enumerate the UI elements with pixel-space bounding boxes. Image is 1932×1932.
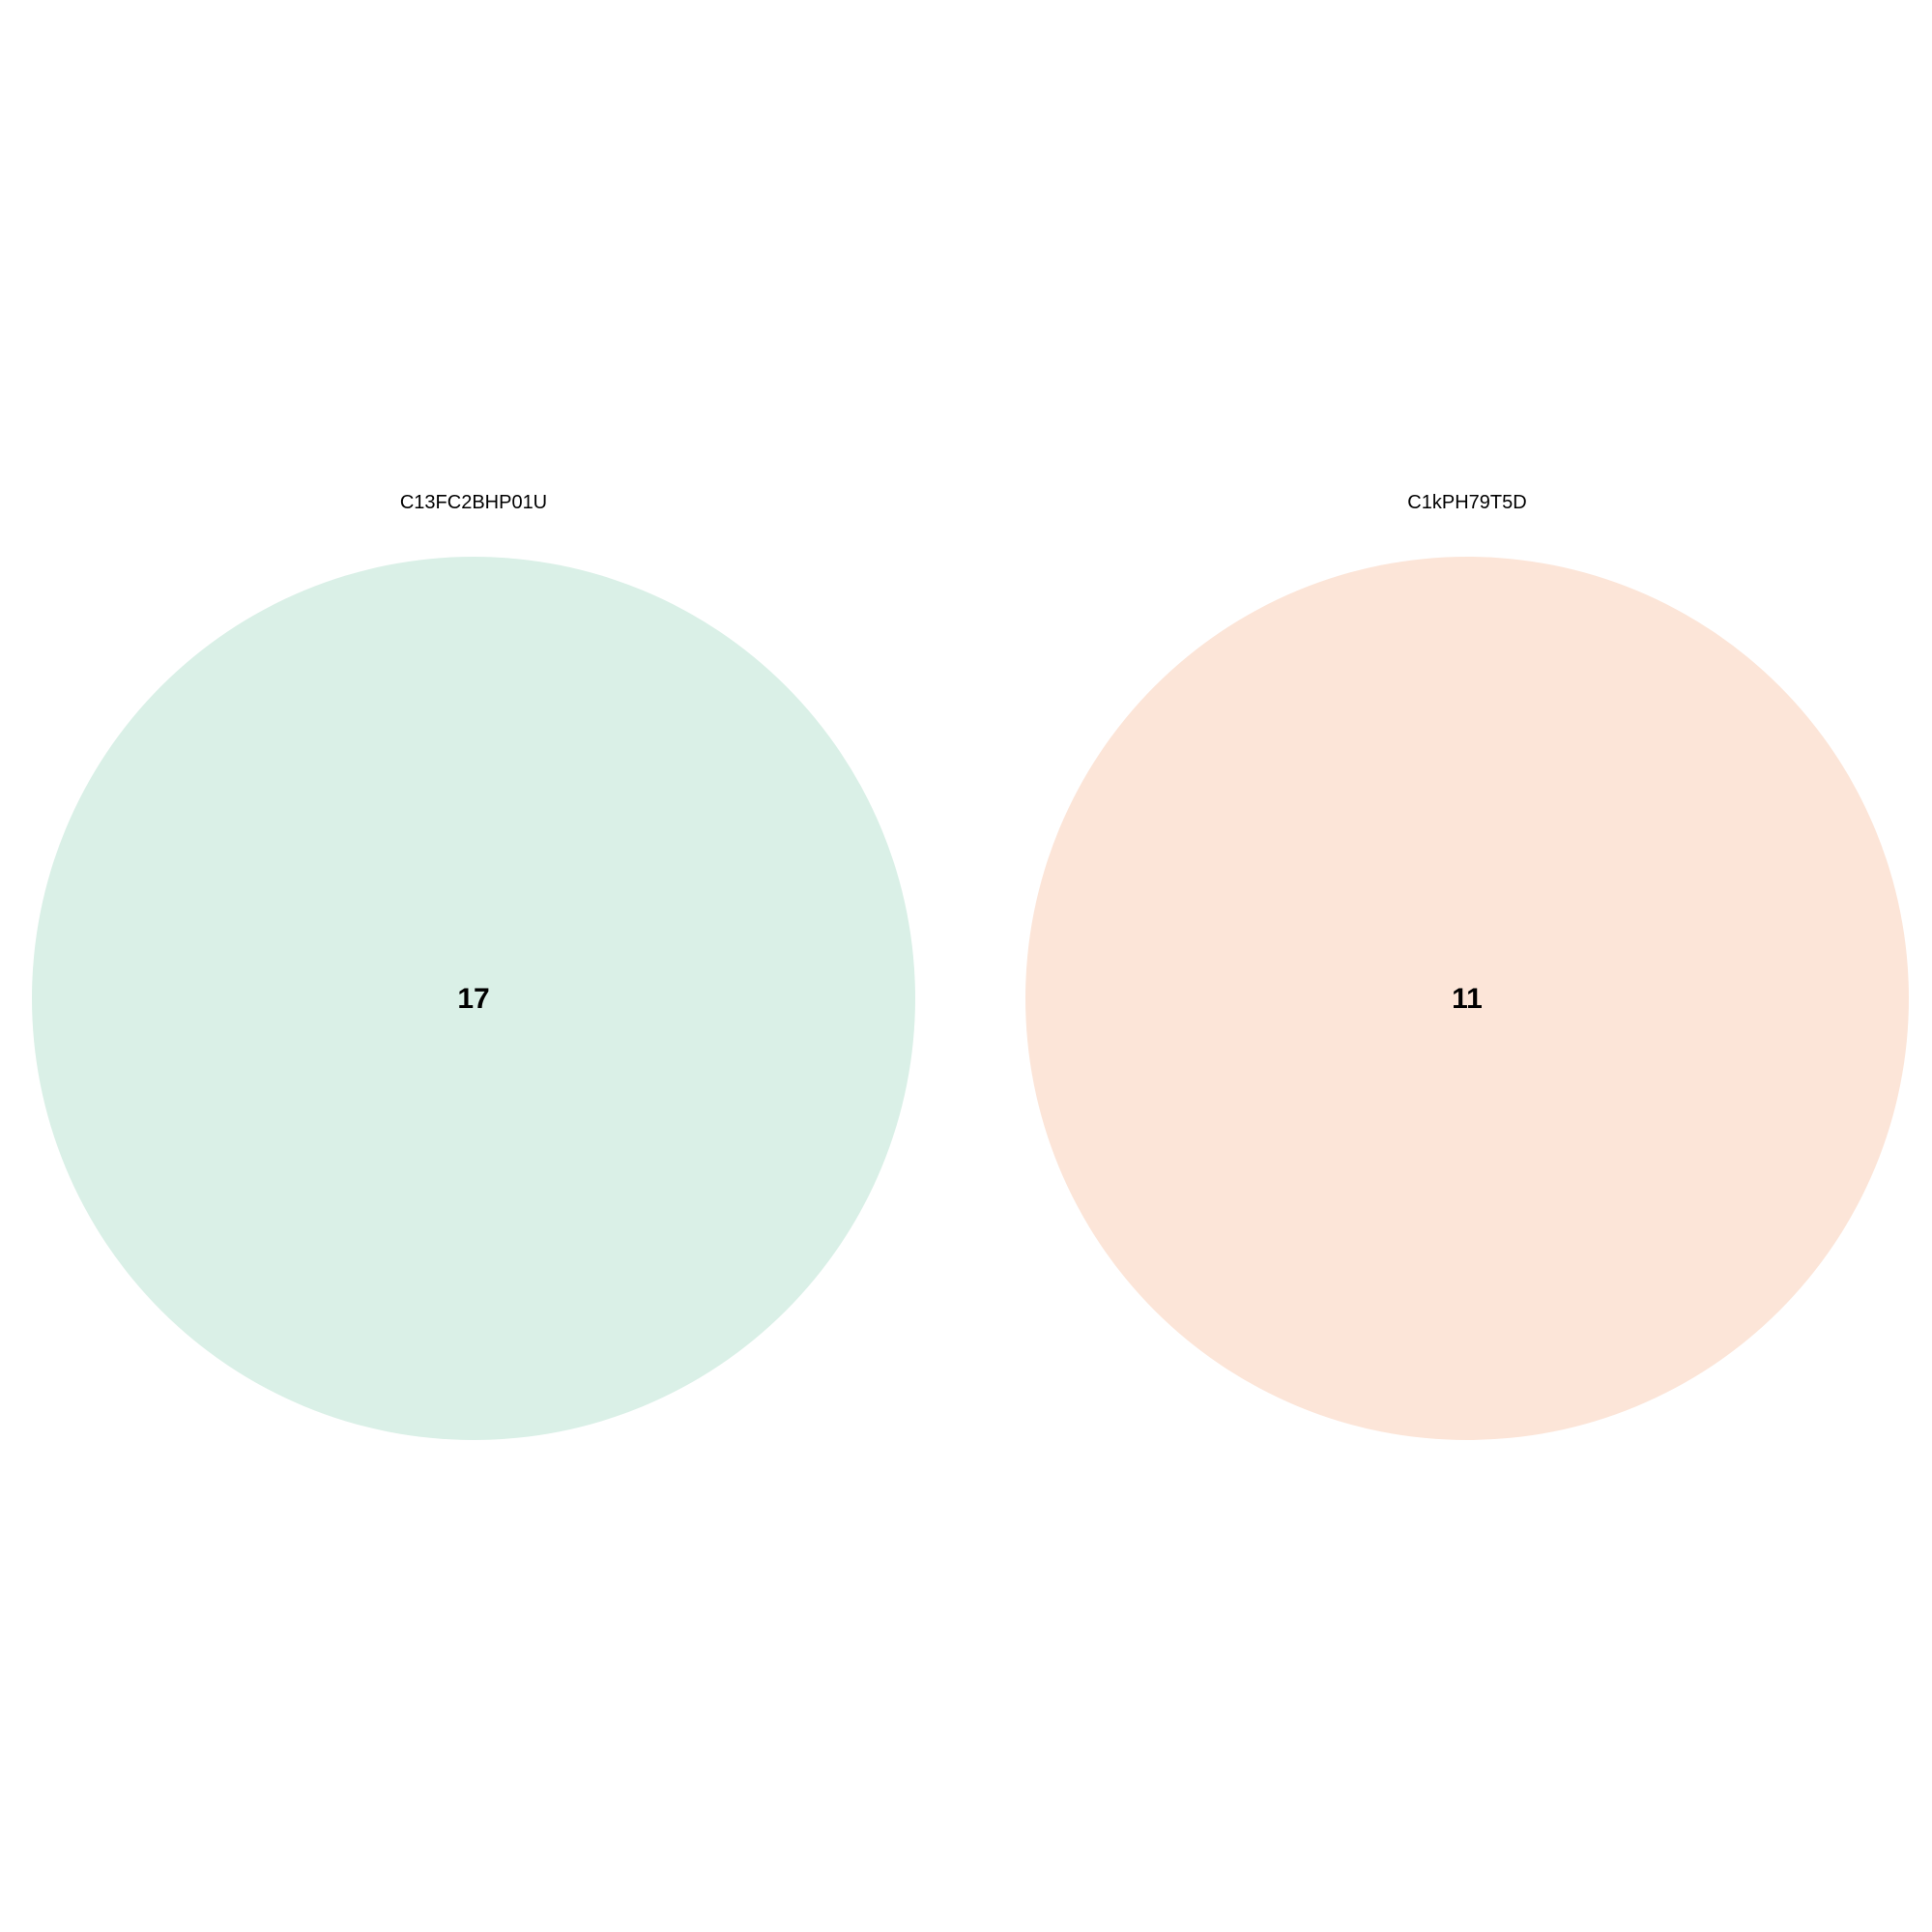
- set-count-c13fc2bhp01u: 17: [457, 983, 489, 1015]
- set-group-right: C1kPH79T5D 11: [1025, 492, 1909, 1440]
- set-label-c1kph79t5d: C1kPH79T5D: [1407, 492, 1526, 513]
- set-count-c1kph79t5d: 11: [1452, 983, 1483, 1015]
- set-circle-c13fc2bhp01u: [32, 557, 915, 1440]
- set-group-left: C13FC2BHP01U 17: [32, 492, 915, 1440]
- set-circle-c1kph79t5d: [1025, 557, 1909, 1440]
- set-label-c13fc2bhp01u: C13FC2BHP01U: [400, 492, 547, 513]
